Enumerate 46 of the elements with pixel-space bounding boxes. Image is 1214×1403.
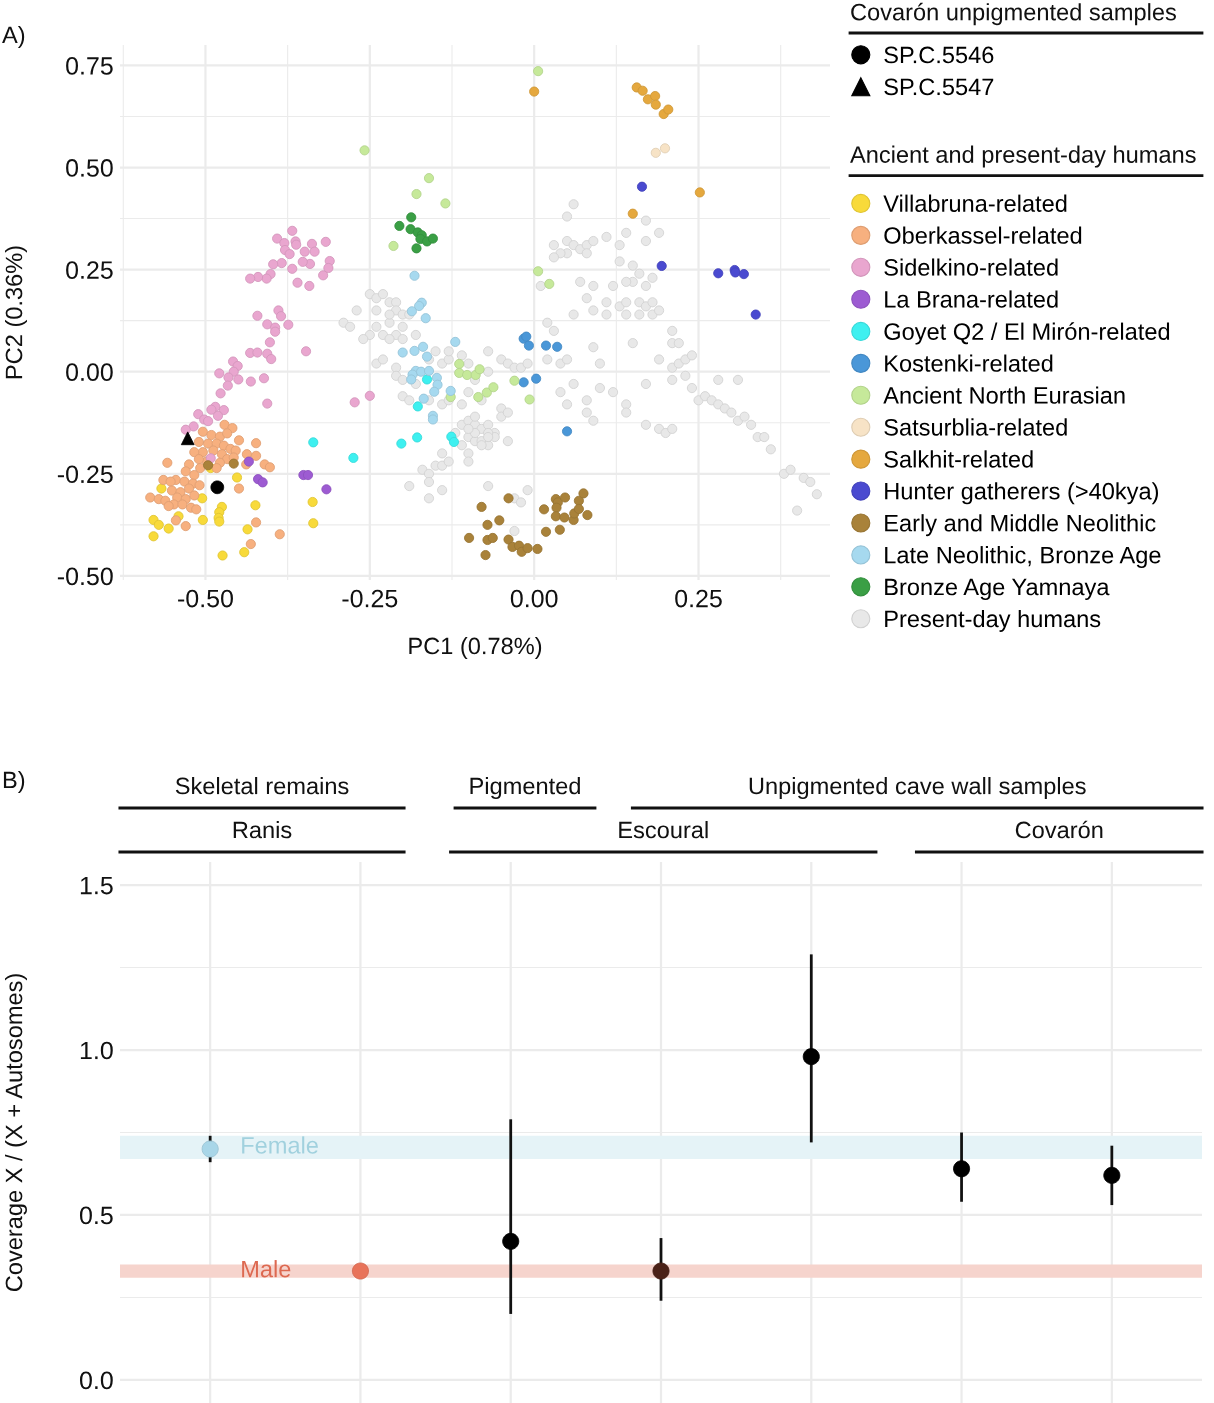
y-tick-label: 0.75 [66,57,113,75]
y-tick-label: 0.5 [79,1206,113,1225]
legend-label: Satsurblia-related [884,418,1067,436]
y-tick-label: 0.50 [66,159,113,177]
legend-label: Villabruna-related [883,194,1067,212]
y-tick-label: -0.50 [57,567,113,586]
legend-label: Present-day humans [885,609,1101,632]
legend-label: Kostenki-related [885,354,1053,372]
legend-label: SP.C.5546 [884,46,994,64]
y-axis-title: Coverage X / (X + Autosomes) [5,974,27,1292]
text: Covarón [1015,820,1103,839]
point [652,1262,670,1280]
y-tick-label: 0.0 [79,1371,113,1390]
band-label: Male [242,1260,291,1278]
legend-label: SP.C.5547 [884,78,994,96]
text: B) [3,770,25,793]
y-tick-label: 0.25 [66,261,113,279]
text: Escoural [619,820,708,839]
text: Pigmented [470,776,580,800]
text: Ancient and present-day humans [850,145,1196,168]
y-axis-title: PC2 (0.36%) [5,246,27,379]
text: Unpigmented cave wall samples [749,776,1086,800]
text: Covarón unpigmented samples [851,2,1176,26]
x-tick-label: 0.00 [510,589,558,608]
legend-label: Oberkassel-related [884,226,1082,244]
x-tick-label: -0.50 [178,589,233,608]
legend-label: Early and Middle Neolithic [885,514,1156,537]
y-tick-label: 1.5 [80,876,113,895]
text: A) [2,26,25,48]
y-tick-label: -0.25 [57,465,113,484]
legend-label: Late Neolithic, Bronze Age [885,546,1161,569]
band-label: Female [242,1136,318,1154]
y-tick-label: 1.0 [80,1041,113,1060]
legend-label: La Brana-related [885,290,1058,308]
legend-label: Sidelkino-related [884,258,1058,276]
legend-label: Hunter gatherers (>40kya) [885,482,1159,505]
text: Skeletal remains [175,776,349,795]
legend-label: Bronze Age Yamnaya [885,578,1110,601]
legend-label: Ancient North Eurasian [883,386,1125,404]
text: Ranis [233,820,292,839]
legend-label: Salkhit-related [884,450,1033,468]
legend-label: Goyet Q2 / El Mirón-related [884,322,1170,345]
y-tick-label: 0.00 [66,363,113,382]
x-axis-title: PC1 (0.78%) [409,636,542,659]
x-tick-label: 0.25 [675,589,722,608]
x-tick-label: -0.25 [342,589,398,608]
